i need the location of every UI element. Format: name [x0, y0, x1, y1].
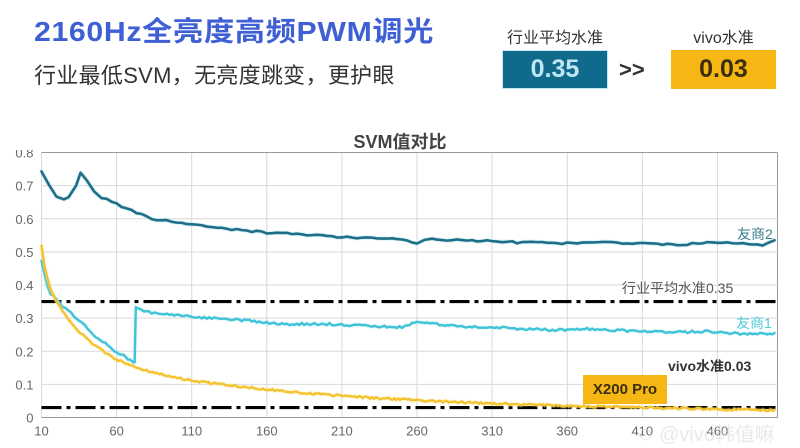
svg-text:110: 110	[181, 424, 202, 439]
svg-text:0.2: 0.2	[15, 344, 33, 359]
svg-text:0.8: 0.8	[15, 150, 33, 161]
svg-text:10: 10	[34, 424, 48, 439]
svg-text:0.6: 0.6	[15, 212, 33, 227]
svg-text:0.3: 0.3	[15, 311, 33, 326]
svg-text:310: 310	[481, 424, 503, 439]
svg-text:60: 60	[109, 424, 123, 439]
svg-text:0.5: 0.5	[15, 245, 33, 260]
svg-text:0.4: 0.4	[15, 278, 33, 293]
svg-text:210: 210	[331, 424, 353, 439]
svg-text:0: 0	[26, 411, 33, 426]
svg-text:260: 260	[406, 424, 428, 439]
svg-text:0.7: 0.7	[15, 179, 33, 194]
svg-text:160: 160	[256, 424, 278, 439]
svg-text:360: 360	[556, 424, 578, 439]
svg-text:0.1: 0.1	[15, 377, 33, 392]
